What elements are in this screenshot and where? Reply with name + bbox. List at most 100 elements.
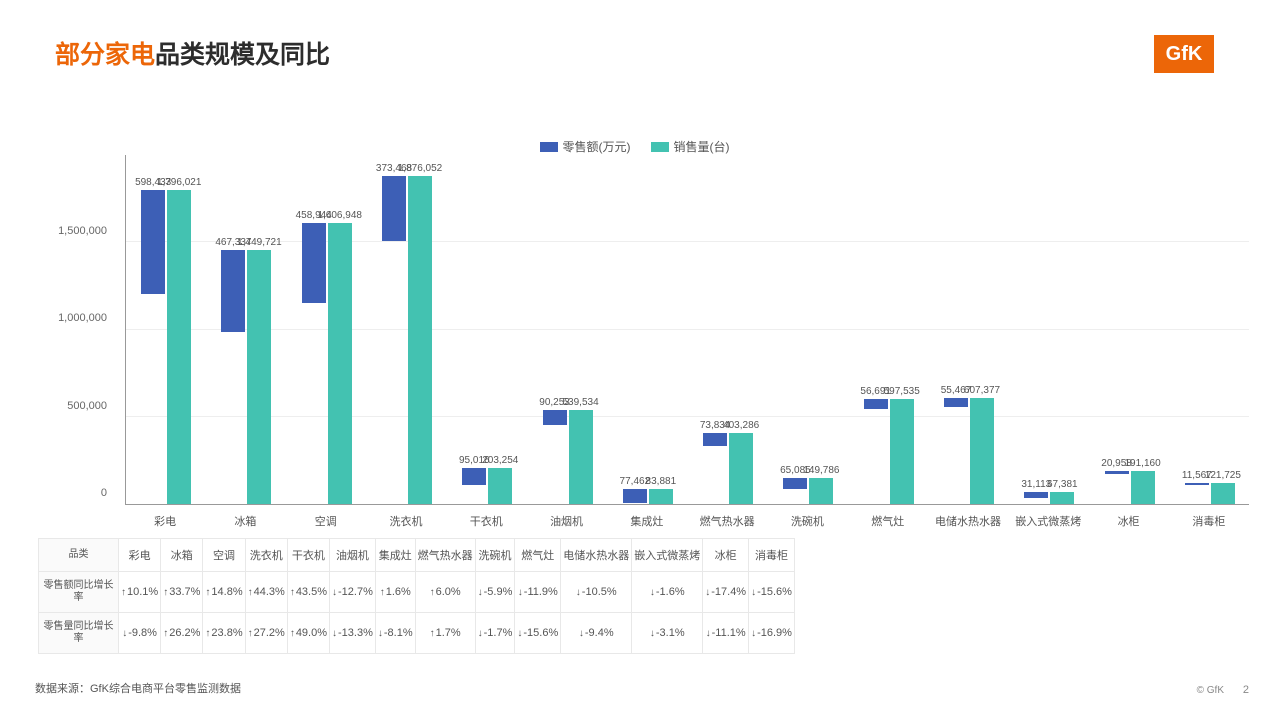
bar-group: 73,834403,286 bbox=[698, 433, 758, 504]
legend-item-sales-volume: 销售量(台) bbox=[651, 138, 730, 155]
arrow-down-icon: ↓ bbox=[751, 587, 756, 598]
bar-sales-value: 373,468 bbox=[382, 176, 406, 241]
arrow-up-icon: ↑ bbox=[248, 587, 253, 598]
table-cell-category: 彩电 bbox=[119, 539, 161, 572]
legend-label-a: 零售额(万元) bbox=[563, 138, 631, 155]
chart-legend: 零售额(万元) 销售量(台) bbox=[0, 138, 1269, 155]
table-cell-category: 电储水热水器 bbox=[561, 539, 632, 572]
bar-label: 607,377 bbox=[964, 385, 1000, 398]
y-tick-label: 1,500,000 bbox=[58, 225, 107, 237]
arrow-down-icon: ↓ bbox=[332, 587, 337, 598]
row-header-sales-value: 零售额同比增长率 bbox=[39, 572, 119, 613]
bar-label: 1,449,721 bbox=[237, 237, 282, 250]
arrow-up-icon: ↑ bbox=[430, 587, 435, 598]
arrow-down-icon: ↓ bbox=[478, 587, 483, 598]
bar-label: 1,796,021 bbox=[157, 177, 202, 190]
table-cell-growth: ↓-15.6% bbox=[515, 613, 561, 654]
legend-item-sales-value: 零售额(万元) bbox=[540, 138, 631, 155]
bar-sales-volume: 149,786 bbox=[809, 478, 833, 504]
bar-label: 597,535 bbox=[884, 386, 920, 399]
y-tick-label: 1,000,000 bbox=[58, 312, 107, 324]
x-tick-label: 嵌入式微蒸烤 bbox=[1011, 513, 1085, 529]
bar-label: 1,876,052 bbox=[398, 163, 443, 176]
footer-source: 数据来源：GfK综合电商平台零售监测数据 bbox=[35, 680, 1234, 696]
table-cell-category: 干衣机 bbox=[287, 539, 329, 572]
table-cell-growth: ↑26.2% bbox=[161, 613, 203, 654]
header: 部分家电品类规模及同比 GfK bbox=[55, 35, 1214, 73]
bar-sales-volume: 597,535 bbox=[890, 399, 914, 504]
bar-group: 20,958191,160 bbox=[1100, 471, 1160, 504]
y-tick-label: 0 bbox=[101, 487, 107, 499]
bar-chart: 0500,0001,000,0001,500,000 598,4331,796,… bbox=[55, 155, 1249, 535]
bar-sales-value: 55,467 bbox=[944, 398, 968, 408]
arrow-up-icon: ↑ bbox=[121, 587, 126, 598]
arrow-down-icon: ↓ bbox=[706, 628, 711, 639]
legend-label-b: 销售量(台) bbox=[674, 138, 730, 155]
arrow-up-icon: ↑ bbox=[205, 628, 210, 639]
x-tick-label: 洗衣机 bbox=[369, 513, 443, 529]
arrow-up-icon: ↑ bbox=[290, 587, 295, 598]
title-rest: 品类规模及同比 bbox=[155, 41, 330, 69]
bar-group: 467,3371,449,721 bbox=[216, 250, 276, 504]
bar-group: 55,467607,377 bbox=[939, 398, 999, 504]
table-cell-growth: ↑27.2% bbox=[245, 613, 287, 654]
page-number: 2 bbox=[1243, 684, 1249, 696]
grid-line bbox=[126, 241, 1249, 242]
bar-label: 1,606,948 bbox=[317, 210, 362, 223]
arrow-down-icon: ↓ bbox=[705, 587, 710, 598]
bar-group: 31,11367,381 bbox=[1019, 492, 1079, 504]
bar-sales-value: 458,944 bbox=[302, 223, 326, 303]
grid-line bbox=[126, 416, 1249, 417]
bar-group: 373,4681,876,052 bbox=[377, 176, 437, 504]
table-cell-growth: ↓-1.7% bbox=[475, 613, 515, 654]
table-cell-growth: ↓-16.9% bbox=[749, 613, 795, 654]
table-cell-growth: ↑6.0% bbox=[415, 572, 475, 613]
table-cell-category: 嵌入式微蒸烤 bbox=[632, 539, 703, 572]
footer-copyright: © GfK bbox=[1197, 685, 1224, 696]
x-tick-label: 洗碗机 bbox=[770, 513, 844, 529]
legend-swatch-b bbox=[651, 142, 669, 152]
arrow-down-icon: ↓ bbox=[650, 628, 655, 639]
table-cell-growth: ↑43.5% bbox=[287, 572, 329, 613]
arrow-up-icon: ↑ bbox=[248, 628, 253, 639]
x-tick-label: 电储水热水器 bbox=[931, 513, 1005, 529]
x-tick-label: 冰箱 bbox=[208, 513, 282, 529]
table-cell-category: 消毒柜 bbox=[749, 539, 795, 572]
table-cell-growth: ↓-5.9% bbox=[475, 572, 515, 613]
plot-area: 598,4331,796,021467,3371,449,721458,9441… bbox=[125, 155, 1249, 505]
bar-group: 65,085149,786 bbox=[778, 478, 838, 504]
table-cell-growth: ↓-11.1% bbox=[703, 613, 749, 654]
page-title: 部分家电品类规模及同比 bbox=[55, 35, 330, 71]
table-cell-category: 冰箱 bbox=[161, 539, 203, 572]
bar-label: 83,881 bbox=[646, 476, 677, 489]
bar-label: 67,381 bbox=[1047, 479, 1078, 492]
arrow-down-icon: ↓ bbox=[576, 587, 581, 598]
bar-sales-volume: 1,796,021 bbox=[167, 190, 191, 504]
table-cell-growth: ↑44.3% bbox=[245, 572, 287, 613]
x-tick-label: 干衣机 bbox=[449, 513, 523, 529]
bar-sales-volume: 1,606,948 bbox=[328, 223, 352, 504]
table-cell-growth: ↓-15.6% bbox=[749, 572, 795, 613]
bar-sales-volume: 1,876,052 bbox=[408, 176, 432, 504]
arrow-up-icon: ↑ bbox=[163, 587, 168, 598]
bar-sales-volume: 203,254 bbox=[488, 468, 512, 504]
bar-group: 11,567121,725 bbox=[1180, 483, 1240, 504]
arrow-up-icon: ↑ bbox=[163, 628, 168, 639]
table-cell-category: 油烟机 bbox=[330, 539, 376, 572]
bar-sales-value: 20,958 bbox=[1105, 471, 1129, 475]
x-tick-label: 空调 bbox=[289, 513, 363, 529]
bar-sales-value: 65,085 bbox=[783, 478, 807, 489]
x-tick-label: 燃气热水器 bbox=[690, 513, 764, 529]
arrow-down-icon: ↓ bbox=[378, 628, 383, 639]
arrow-up-icon: ↑ bbox=[430, 628, 435, 639]
table-cell-growth: ↓-9.8% bbox=[119, 613, 161, 654]
arrow-down-icon: ↓ bbox=[650, 587, 655, 598]
x-tick-label: 集成灶 bbox=[610, 513, 684, 529]
bar-sales-volume: 539,534 bbox=[569, 410, 593, 504]
arrow-down-icon: ↓ bbox=[122, 628, 127, 639]
bar-sales-volume: 1,449,721 bbox=[247, 250, 271, 504]
bar-group: 56,691597,535 bbox=[859, 399, 919, 504]
bar-sales-volume: 403,286 bbox=[729, 433, 753, 504]
row-header-sales-volume: 零售量同比增长率 bbox=[39, 613, 119, 654]
bar-group: 90,253539,534 bbox=[538, 410, 598, 504]
